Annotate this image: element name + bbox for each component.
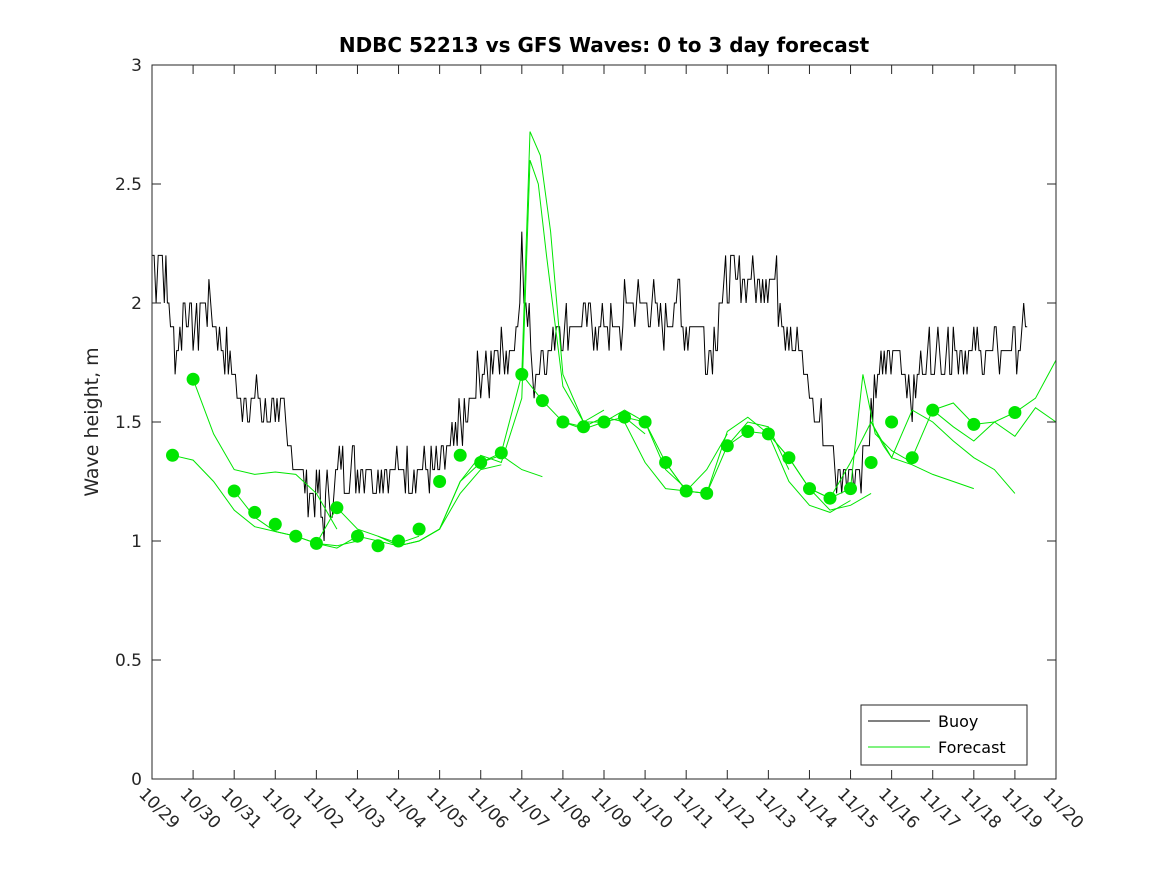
forecast-marker [309, 536, 323, 550]
forecast-marker [1008, 406, 1022, 419]
forecast-run-line-9 [521, 374, 687, 489]
y-tick-label: 3 [131, 56, 142, 76]
forecast-run-line-13 [727, 430, 872, 511]
x-tick-label: 11/05 [422, 784, 471, 833]
forecast-marker [659, 456, 673, 469]
x-tick-label: 11/14 [792, 784, 841, 833]
forecast-marker [864, 456, 878, 469]
legend-box [860, 704, 1028, 766]
forecast-marker [248, 505, 262, 519]
forecast-marker [638, 415, 652, 429]
x-tick-label: 11/17 [915, 784, 964, 833]
chart-title: NDBC 52213 vs GFS Waves: 0 to 3 day fore… [339, 33, 870, 57]
forecast-marker [885, 415, 899, 429]
forecast-marker [268, 517, 282, 531]
forecast-marker [679, 484, 693, 498]
x-tick-label: 11/08 [545, 784, 594, 833]
x-tick-label: 11/16 [874, 784, 923, 833]
forecast-marker [720, 439, 734, 453]
x-tick-label: 11/09 [586, 784, 635, 833]
forecast-marker [166, 448, 179, 462]
y-tick-label: 2 [131, 294, 142, 314]
x-tick-label: 11/12 [710, 784, 759, 833]
y-tick-label: 0 [131, 770, 142, 790]
forecast-marker [803, 482, 816, 496]
forecast-marker [597, 415, 611, 429]
forecast-marker [474, 456, 488, 469]
forecast-marker [844, 482, 857, 496]
x-tick-label: 11/04 [381, 784, 430, 833]
forecast-marker [741, 425, 755, 438]
forecast-marker [782, 451, 796, 465]
x-tick-label: 11/18 [956, 784, 1005, 833]
x-tick-label: 10/31 [217, 784, 266, 833]
forecast-marker [351, 529, 364, 543]
x-tick-label: 11/10 [628, 784, 677, 833]
forecast-marker [577, 420, 590, 434]
x-tick-label: 11/01 [258, 784, 307, 833]
legend-buoy-label: Buoy [938, 712, 978, 731]
forecast-marker [227, 484, 241, 498]
forecast-run-line-12 [665, 416, 851, 513]
forecast-marker [330, 501, 344, 515]
forecast-run-line-11 [624, 416, 790, 494]
forecast-marker [618, 410, 631, 424]
forecast-marker [761, 427, 775, 441]
forecast-run-line-2 [192, 379, 338, 530]
forecast-marker [289, 529, 303, 543]
forecast-run-line-6 [377, 454, 543, 547]
forecast-run-line-8 [480, 131, 646, 463]
forecast-marker [371, 539, 385, 553]
y-tick-label: 1.5 [115, 413, 142, 433]
x-tick-label: 11/20 [1038, 784, 1087, 833]
x-tick-label: 11/02 [299, 784, 348, 833]
forecast-marker [556, 415, 570, 429]
forecast-marker [453, 448, 467, 462]
x-tick-label: 11/03 [340, 784, 389, 833]
y-tick-label: 2.5 [115, 175, 142, 195]
forecast-marker [905, 451, 919, 465]
forecast-run-line-18 [932, 359, 1057, 425]
forecast-run-line-10 [562, 416, 728, 492]
forecast-run-line-15 [809, 420, 974, 499]
x-tick-label: 10/29 [134, 784, 183, 833]
x-tick-label: 10/30 [176, 784, 225, 833]
forecast-marker [494, 446, 508, 460]
forecast-marker [392, 534, 405, 548]
forecast-marker [967, 417, 981, 431]
x-tick-label: 11/19 [997, 784, 1046, 833]
x-tick-label: 11/13 [751, 784, 800, 833]
x-tick-label: 11/15 [833, 784, 882, 833]
y-tick-label: 0.5 [115, 651, 142, 671]
y-axis-label: Wave height, m [81, 347, 103, 496]
buoy-series-line [152, 231, 1028, 542]
forecast-marker [186, 372, 200, 386]
forecast-marker [412, 522, 426, 536]
forecast-marker [515, 367, 529, 381]
forecast-marker [926, 403, 940, 417]
forecast-marker [700, 486, 714, 500]
legend: Buoy Forecast [860, 704, 1028, 766]
y-tick-label: 1 [131, 532, 142, 552]
x-tick-label: 11/11 [669, 784, 718, 833]
forecast-marker [535, 394, 549, 408]
x-tick-label: 11/06 [463, 784, 512, 833]
x-tick-label: 11/07 [504, 784, 553, 833]
forecast-run-line-16 [870, 409, 1016, 494]
forecast-marker [823, 491, 837, 505]
forecast-marker [433, 475, 447, 488]
legend-forecast-label: Forecast [938, 738, 1006, 757]
plot-area [152, 131, 1057, 553]
forecast-run-line-7 [418, 160, 605, 542]
